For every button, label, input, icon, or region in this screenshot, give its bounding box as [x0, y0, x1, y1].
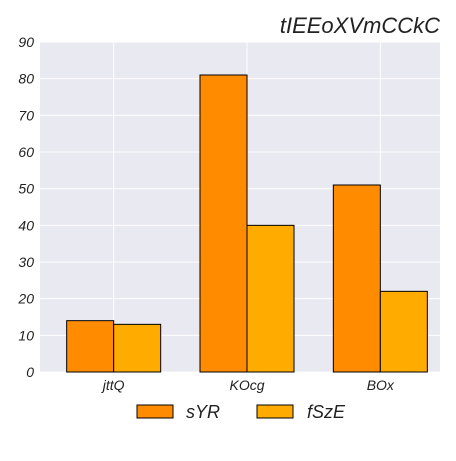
x-tick-label-0: jttQ [101, 377, 125, 393]
y-tick-label-8: 80 [18, 71, 34, 87]
x-tick-label-1: KOcg [229, 377, 264, 393]
y-tick-label-3: 30 [18, 254, 34, 270]
legend-swatch-fSzE [256, 404, 294, 419]
y-tick-label-7: 70 [18, 107, 34, 123]
bars [66, 74, 428, 373]
y-tick-label-1: 10 [18, 327, 34, 343]
y-tick-label-2: 20 [17, 291, 34, 307]
bar-fSzE-KOcg [246, 224, 295, 373]
bar-sYR-KOcg [199, 74, 248, 373]
legend-label-sYR: sYR [186, 402, 220, 422]
y-tick-label-0: 0 [26, 364, 34, 380]
bar-fSzE-jttQ [113, 323, 162, 373]
x-axis-ticks: jttQ KOcg BOx [101, 377, 395, 393]
legend-label-fSzE: fSzE [307, 402, 346, 422]
bar-fSzE-BOx [379, 290, 428, 373]
y-axis-ticks: 0 10 20 30 40 50 60 70 80 90 [17, 34, 34, 380]
y-tick-label-9: 90 [18, 34, 34, 50]
chart-title: tIEEoXVmCCkC [280, 13, 440, 38]
bar-sYR-BOx [332, 184, 381, 373]
legend: sYR fSzE [136, 402, 346, 422]
x-tick-label-2: BOx [367, 377, 395, 393]
legend-swatch-sYR [136, 404, 174, 419]
bar-sYR-jttQ [66, 320, 115, 373]
y-tick-label-6: 60 [18, 144, 34, 160]
y-tick-label-5: 50 [18, 181, 34, 197]
y-tick-label-4: 40 [18, 217, 34, 233]
